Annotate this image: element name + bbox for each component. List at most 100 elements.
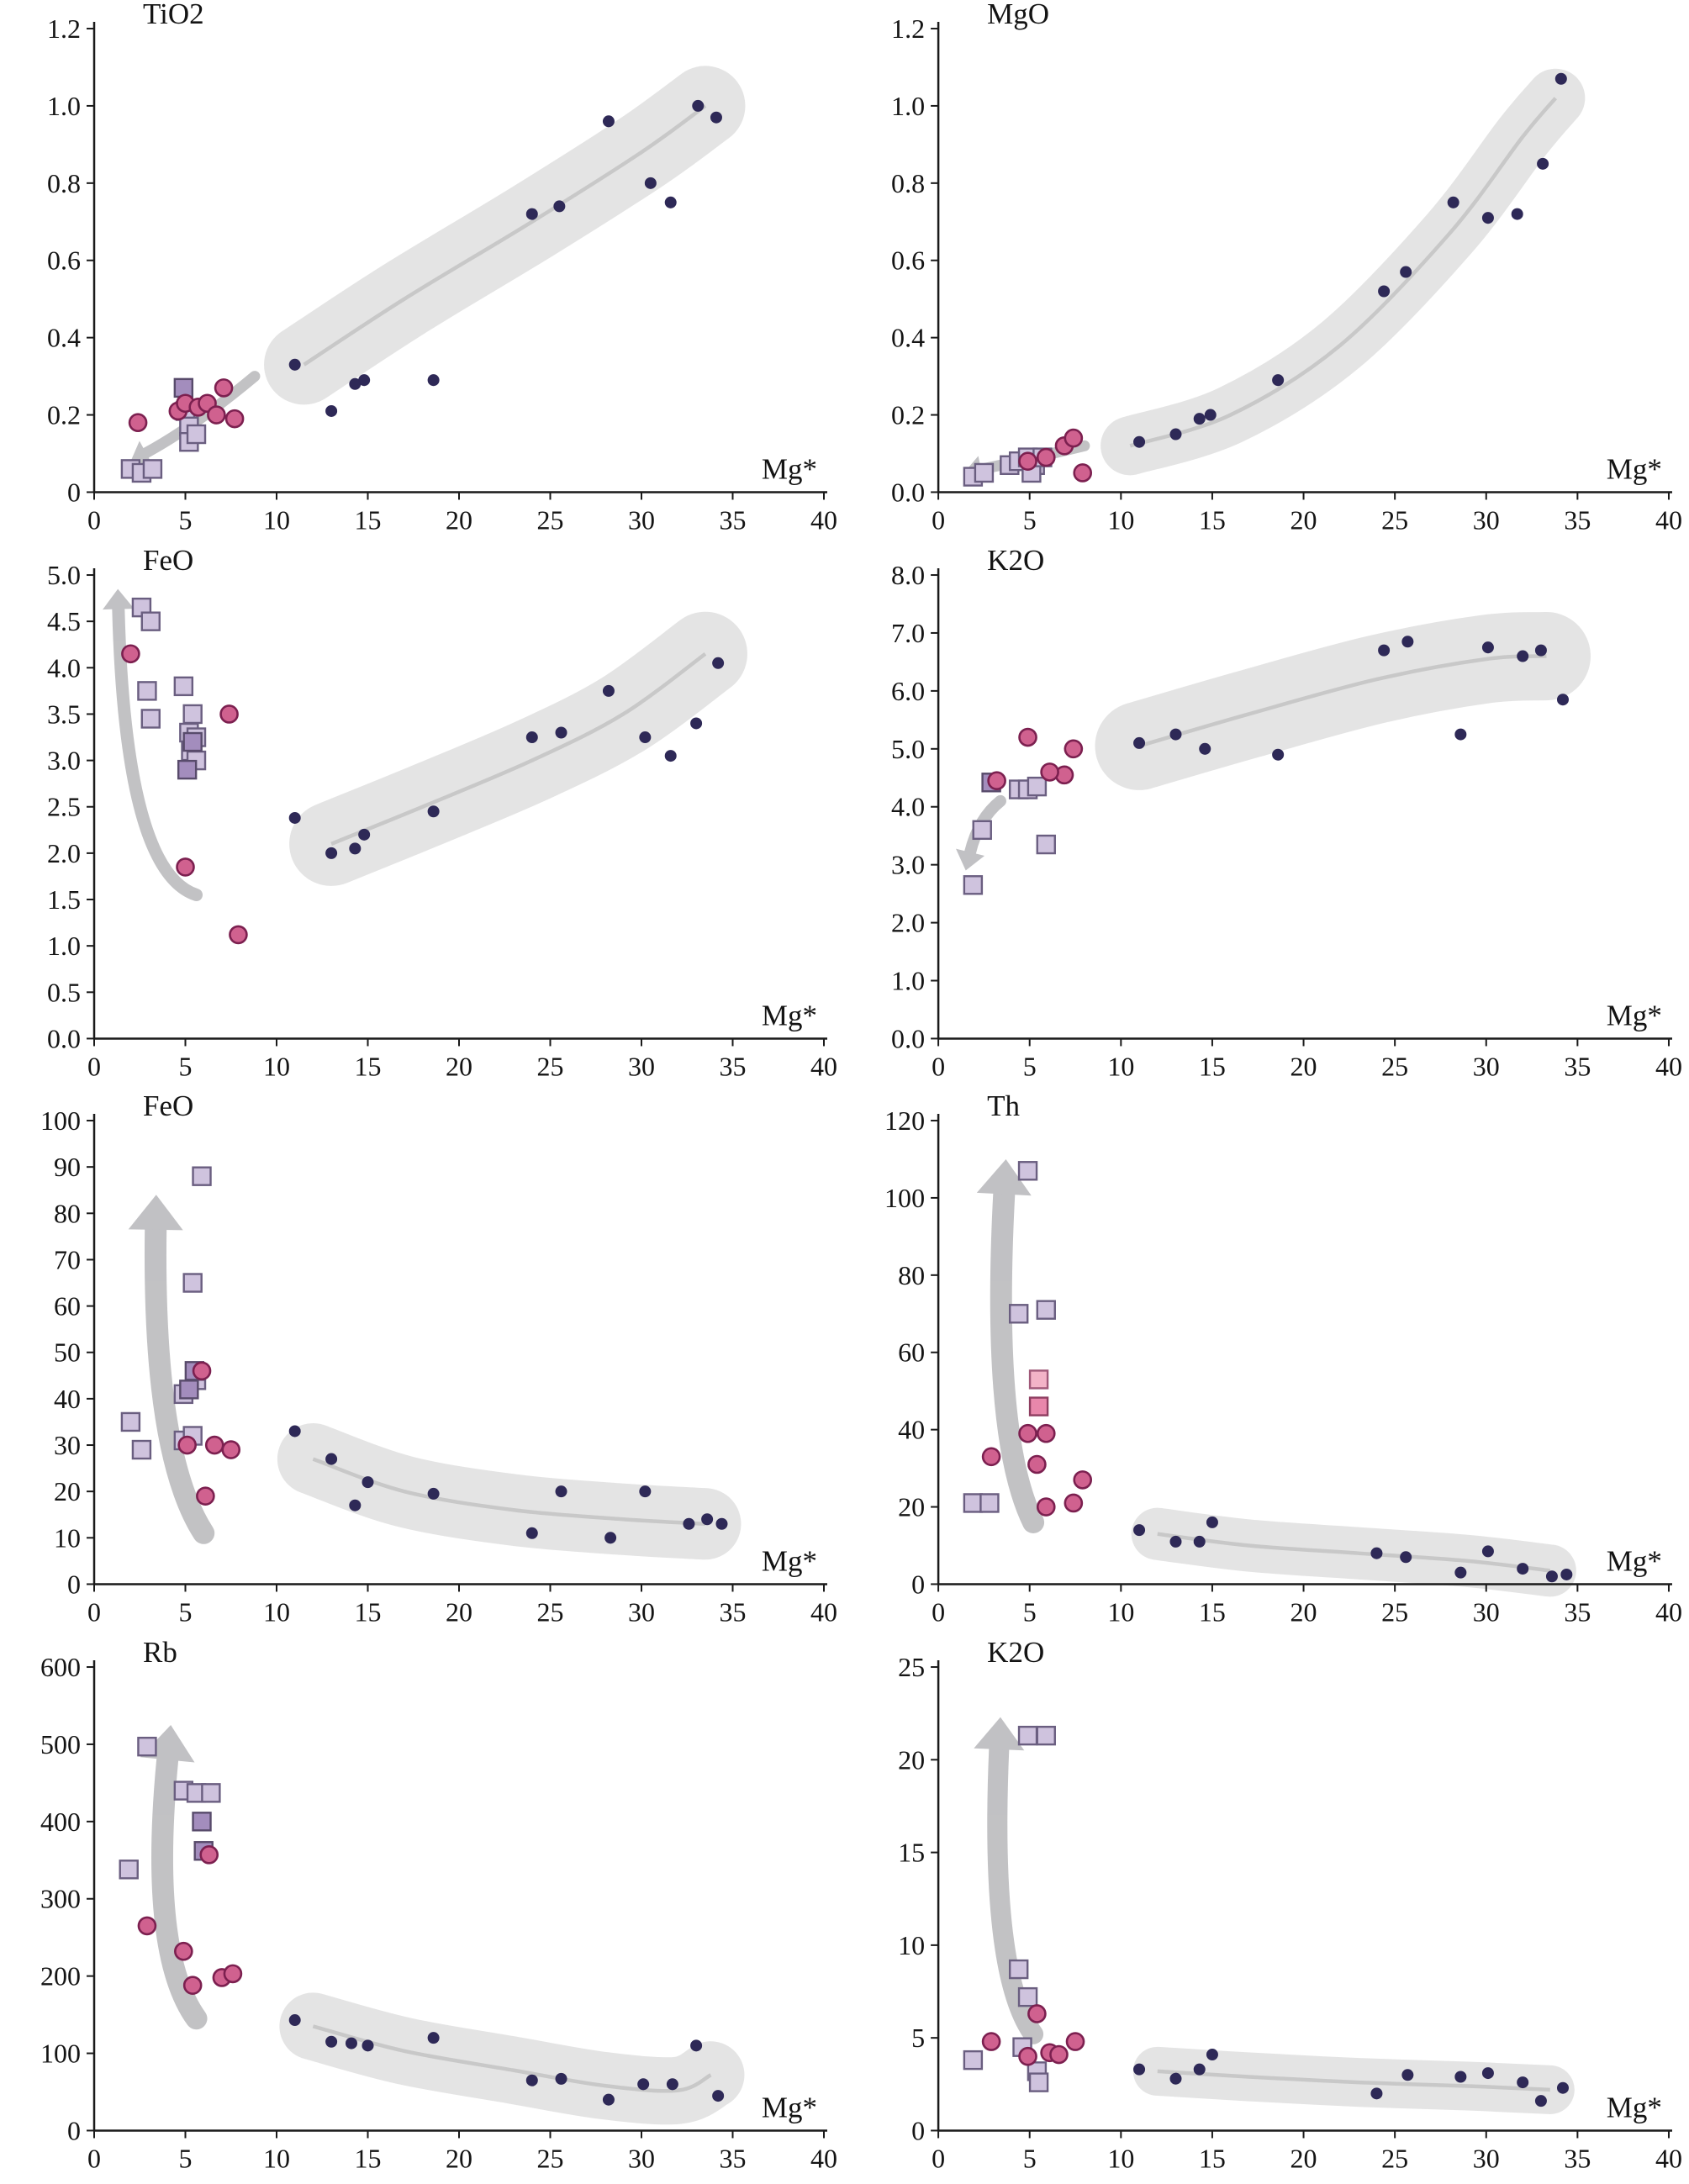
x-tick-label: 35 (720, 1596, 747, 1627)
arrow-shaft (144, 1218, 215, 1544)
pink-circles-point (176, 857, 195, 877)
y-tick-label: 500 (40, 1728, 81, 1759)
x-tick-label: 25 (537, 1051, 564, 1081)
k2o-wt-chart-canvas: 0 5 10 15 20 25 30 35 40 0.0 1.0 2.0 3.0 4.0 5.0 6.0 7.0… (891, 546, 1682, 1081)
y-tick-label: 60 (898, 1337, 925, 1368)
dark-circles-point (644, 177, 657, 189)
x-tick-label: 0 (932, 2143, 945, 2173)
y-tick-label: 80 (54, 1198, 81, 1228)
chart-k2o-wt-vs-mgstar: 0 5 10 15 20 25 30 35 40 0.0 1.0 2.0 3.0 4.0 5.0 6.0 7.0… (844, 546, 1689, 1093)
x-tick-label: 15 (1199, 1051, 1226, 1081)
trend-region (1132, 2046, 1575, 2114)
trend-region-band (1100, 68, 1586, 476)
pink-circles-point (223, 1964, 243, 1983)
data-points (963, 1725, 1569, 2107)
y-tick-label: 6.0 (891, 675, 925, 705)
dark-circles-point (358, 828, 371, 841)
dark-circles-point (712, 2089, 725, 2102)
arrow-shaft (987, 1738, 1044, 2044)
dark-circles-point (555, 2072, 567, 2085)
y-tick-label: 2.0 (891, 907, 925, 937)
y-tick-label: 3.0 (891, 849, 925, 879)
light-purple-squares-point (119, 1859, 139, 1880)
dark-circles-point (1272, 374, 1285, 387)
dark-circles-point (701, 1513, 714, 1526)
pink-circles-point (1064, 739, 1084, 758)
y-tick-label: 20 (54, 1476, 81, 1506)
dark-circles-point (1560, 1568, 1573, 1580)
y-tick-label: 0.2 (891, 400, 925, 430)
x-tick-label: 5 (1023, 2143, 1037, 2173)
x-tick-label: 35 (1564, 2143, 1591, 2173)
axes: 0 5 10 15 20 25 30 35 40 0 5 10 15 20 25 (898, 1652, 1682, 2173)
x-tick-label: 40 (810, 1051, 837, 1081)
dark-circles-point (1169, 1535, 1182, 1548)
chart-th-vs-mgstar: 0 5 10 15 20 25 30 35 40 0 20 40 60 80 100 120 Th Mg* (844, 1092, 1689, 1638)
y-tick-label: 10 (898, 1929, 925, 1960)
x-tick-label: 10 (263, 504, 290, 535)
dark-circles-point (1193, 413, 1206, 425)
arrow-shaft (150, 1748, 208, 2029)
dark-circles-point (1206, 1516, 1218, 1528)
dark-circles-point (288, 2013, 301, 2026)
data-points (120, 1166, 728, 1544)
dark-circles-point (288, 358, 301, 371)
y-tick-label: 5.0 (891, 733, 925, 763)
trend-line (1129, 97, 1558, 448)
chart-title: FeO (143, 1092, 193, 1122)
fractionation-arrow (140, 1724, 208, 2029)
arrow-head (103, 588, 135, 609)
light-purple-squares-point (137, 680, 157, 701)
dark-circles-point (325, 404, 338, 417)
y-tick-label: 0.6 (47, 245, 81, 276)
dark-circles-point (1511, 208, 1523, 220)
x-tick-label: 15 (355, 2143, 382, 2173)
arrow-head (130, 440, 153, 466)
y-tick-label: 20 (898, 1744, 925, 1775)
dark-circles-point (1272, 748, 1285, 761)
y-tick-label: 0.2 (47, 400, 81, 430)
dark-circles-point (604, 1532, 617, 1544)
dark-circles-point (1454, 728, 1467, 741)
light-purple-squares-point (140, 610, 161, 631)
dark-circles-point (1517, 650, 1529, 662)
x-axis-label: Mg* (762, 452, 817, 485)
x-tick-label: 0 (87, 1051, 101, 1081)
arrow-head (976, 1158, 1032, 1196)
pink-circles-point (1036, 1497, 1056, 1517)
x-axis-label: Mg* (762, 2091, 817, 2123)
dark-circles-point (525, 1527, 538, 1539)
dark-circles-point (345, 2037, 357, 2049)
dark-circles-point (1447, 196, 1459, 208)
y-tick-label: 600 (40, 1652, 81, 1682)
y-tick-label: 60 (54, 1291, 81, 1321)
trend-region (277, 1423, 742, 1560)
x-tick-label: 35 (720, 1051, 747, 1081)
light-purple-squares-point (963, 874, 984, 895)
pink-circles-point (1049, 2044, 1069, 2064)
fractionation-arrow (103, 588, 203, 901)
th-chart-canvas: 0 5 10 15 20 25 30 35 40 0 20 40 60 80 100 120 Th Mg* (884, 1092, 1682, 1627)
dark-circles-point (362, 2039, 374, 2051)
dark-circles-point (1133, 2063, 1146, 2076)
light-purple-squares-point (1036, 1300, 1056, 1320)
x-tick-label: 10 (263, 1596, 290, 1627)
x-tick-label: 5 (1023, 1596, 1037, 1627)
x-tick-label: 0 (87, 1596, 101, 1627)
x-tick-label: 35 (1564, 1596, 1591, 1627)
light-purple-squares-point (974, 462, 995, 483)
y-tick-label: 3.5 (47, 699, 81, 729)
x-tick-label: 15 (1199, 504, 1226, 535)
y-tick-label: 40 (898, 1415, 925, 1445)
pink-circles-point (981, 1447, 1001, 1467)
dark-circles-point (1481, 641, 1494, 653)
trend-region-band (289, 611, 747, 886)
dark-circles-point (690, 716, 703, 729)
x-tick-label: 40 (810, 1596, 837, 1627)
light-purple-squares-point (1036, 1725, 1056, 1745)
arrow-head (974, 1717, 1025, 1750)
axes: 0 5 10 15 20 25 30 35 40 0.0 1.0 2.0 3.0 4.0 5.0 6.0 7.0… (891, 560, 1682, 1081)
x-tick-label: 0 (932, 1051, 945, 1081)
